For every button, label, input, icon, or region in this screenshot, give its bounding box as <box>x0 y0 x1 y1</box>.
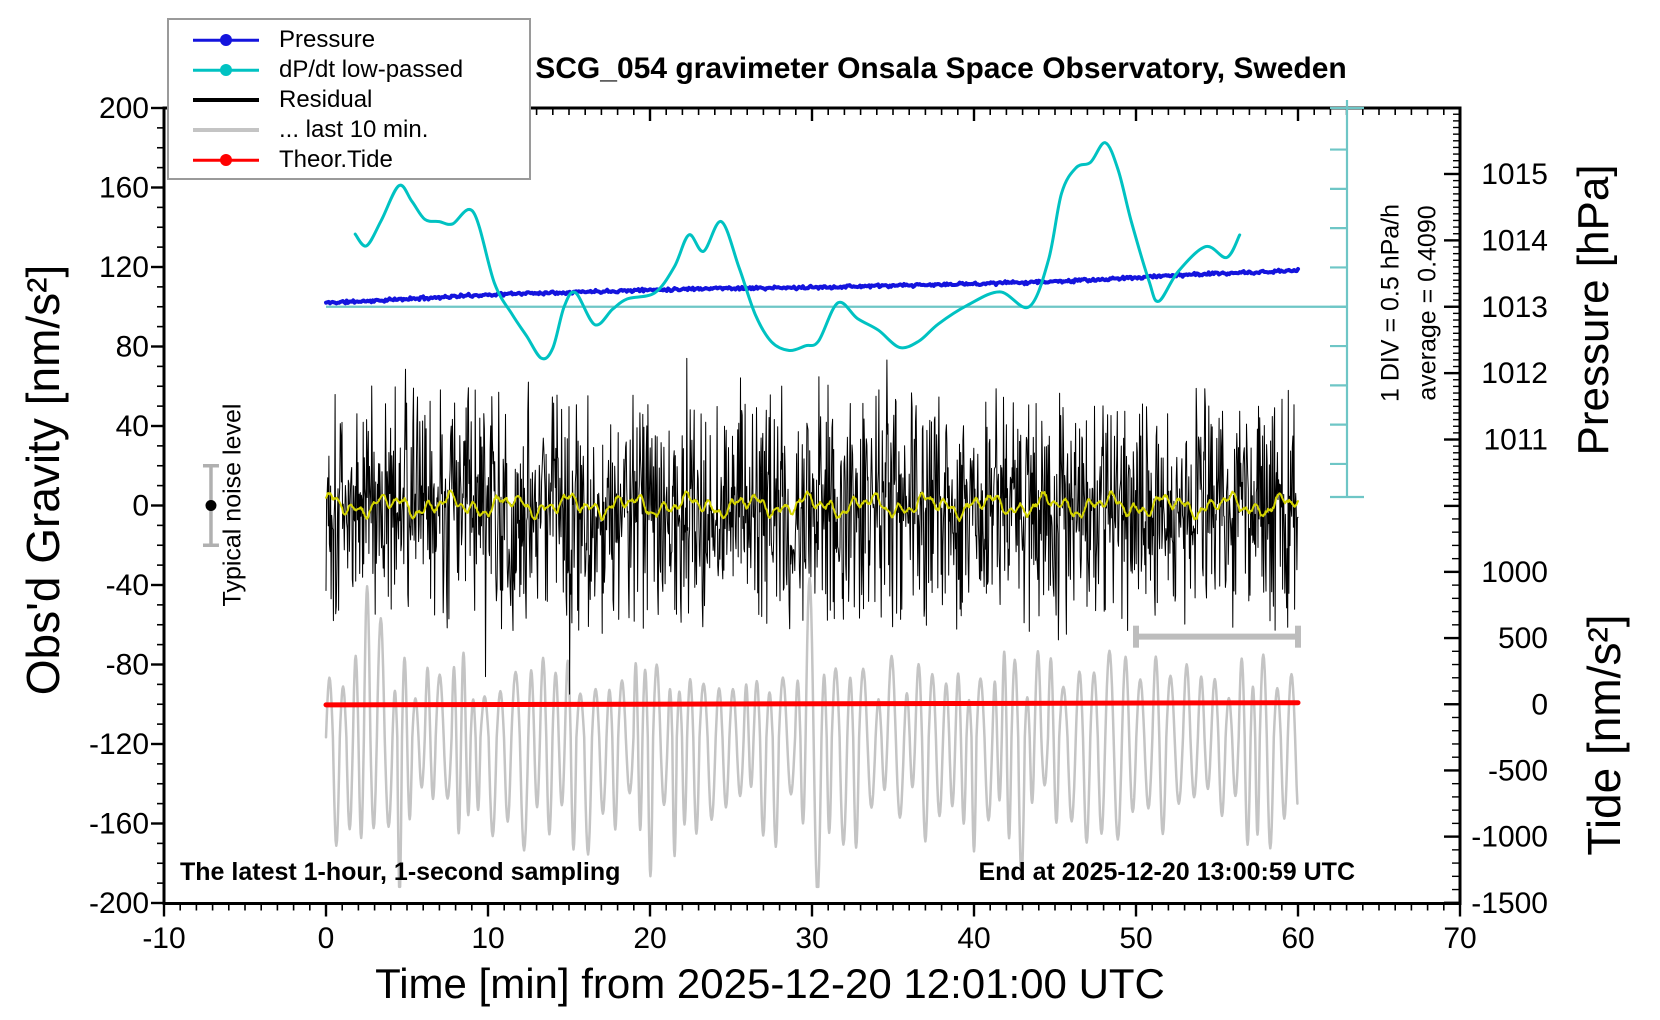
residual-curve <box>325 357 1299 695</box>
pressure-tick-label: 1015 <box>1481 158 1548 191</box>
div-scale-annotation: 1 DIV = 0.5 hPa/h <box>1376 203 1405 403</box>
pressure-curve <box>324 267 1300 306</box>
x-tick-label: 70 <box>1443 922 1476 955</box>
gravity-tick-label: 200 <box>99 92 149 125</box>
legend-line-sample <box>193 153 259 167</box>
legend-item: Residual <box>169 85 529 115</box>
average-annotation: average = 0.4090 <box>1413 205 1442 401</box>
legend-item-label: dP/dt low-passed <box>279 56 464 83</box>
x-tick-label: 30 <box>795 922 828 955</box>
tide-tick-label: 500 <box>1498 622 1548 655</box>
dpdt-curve <box>353 141 1242 361</box>
legend-item-label: Pressure <box>279 26 376 53</box>
tide-tick-label: -1500 <box>1471 887 1548 920</box>
legend-line-sample <box>193 33 259 47</box>
x-tick-label: 0 <box>318 922 335 955</box>
gravity-tick-label: 0 <box>132 490 149 523</box>
pressure-tick-label: 1011 <box>1483 424 1548 457</box>
noise-level-dot <box>205 500 217 511</box>
sampling-note: The latest 1-hour, 1-second sampling <box>180 858 621 886</box>
legend-marker-dot <box>220 34 232 46</box>
tide-tick-label: -500 <box>1488 754 1548 787</box>
pressure-tick-label: 1013 <box>1481 291 1548 324</box>
gravity-tick-label: -200 <box>89 887 149 920</box>
x-tick-label: 20 <box>633 922 666 955</box>
legend-item-label: Residual <box>279 86 373 113</box>
x-tick-label: 60 <box>1281 922 1314 955</box>
tide-tick-label: -1000 <box>1471 821 1548 854</box>
legend-line-sample <box>193 123 259 137</box>
x-tick-label: 50 <box>1119 922 1152 955</box>
gravity-tick-label: -160 <box>89 808 149 841</box>
pressure-axis-title: Pressure [hPa] <box>1569 164 1618 456</box>
gravity-tick-label: -80 <box>106 649 149 682</box>
tide-tick-label: 1000 <box>1481 556 1548 589</box>
theor-tide-line <box>323 700 1301 708</box>
residual-lowpass-curve <box>325 489 1299 523</box>
tide-axis-title: Tide [nm/s²] <box>1578 614 1630 856</box>
gravity-tick-label: 80 <box>116 331 149 364</box>
legend-item: ... last 10 min. <box>169 115 529 145</box>
legend-line-sample <box>193 93 259 107</box>
gravity-axis-title: Obs'd Gravity [nm/s²] <box>17 264 69 696</box>
gravity-tick-label: 40 <box>116 410 149 443</box>
legend-box: Pressure dP/dt low-passed Residual ... last… <box>167 18 531 180</box>
noise-level-annotation: Typical noise level <box>218 403 247 607</box>
x-tick-label: 40 <box>957 922 990 955</box>
legend-marker-dot <box>220 64 232 76</box>
legend-line-sample <box>193 63 259 77</box>
end-time-note: End at 2025-12-20 13:00:59 UTC <box>978 858 1355 886</box>
legend-item: Theor.Tide <box>169 145 529 175</box>
legend-marker-dot <box>220 154 232 166</box>
pressure-tick-label: 1012 <box>1481 357 1548 390</box>
x-axis-title: Time [min] from 2025-12-20 12:01:00 UTC <box>375 960 1165 1007</box>
chart-title: SCG_054 gravimeter Onsala Space Observat… <box>535 52 1347 85</box>
legend-item-label: ... last 10 min. <box>279 116 429 143</box>
pressure-tick-label: 1014 <box>1481 224 1548 257</box>
gravity-tick-label: 160 <box>99 172 149 205</box>
x-tick-label: 10 <box>471 922 504 955</box>
legend-item: dP/dt low-passed <box>169 55 529 85</box>
gravity-tick-label: 120 <box>99 251 149 284</box>
legend-item-label: Theor.Tide <box>279 146 393 173</box>
x-tick-label: -10 <box>142 922 185 955</box>
last10-residual-curve <box>324 577 1299 889</box>
gravity-tick-label: -120 <box>89 728 149 761</box>
tide-tick-label: 0 <box>1531 688 1548 721</box>
gravity-tick-label: -40 <box>106 569 149 602</box>
legend-item: Pressure <box>169 25 529 55</box>
